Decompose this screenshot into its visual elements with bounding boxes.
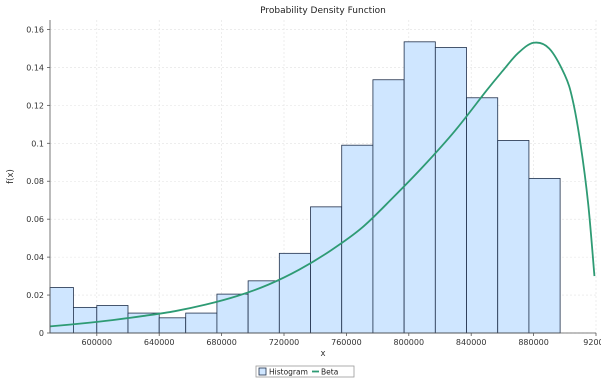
x-tick-label: 720000 [269,338,300,347]
histogram-bar [158,317,187,334]
chart-title: Probability Density Function [260,6,386,16]
histogram-bar [247,280,280,334]
histogram-bars [49,41,561,334]
axes [49,20,596,334]
x-tick-label: 880000 [518,338,549,347]
histogram-bar [497,140,530,334]
x-tick-label: 640000 [144,338,175,347]
x-tick-label: 760000 [331,338,362,347]
x-axis-label: x [320,349,325,359]
x-tick-label: 800000 [394,338,425,347]
y-tick-label: 0.04 [26,253,44,262]
y-tick-labels: 0 0.02 0.04 0.06 0.08 0.1 0.12 0.14 0.16 [26,25,50,338]
histogram-bar [185,312,218,334]
y-tick-label: 0.1 [31,139,44,148]
y-tick-label: 0.02 [26,291,44,300]
histogram-bar [466,97,499,334]
x-tick-labels: 600000 640000 680000 720000 760000 800000 8400… [82,333,601,347]
legend: Histogram Beta [255,365,355,378]
x-tick-label: 680000 [206,338,237,347]
y-tick-label: 0.12 [26,101,44,110]
y-tick-label: 0 [39,329,44,338]
legend-box [255,365,355,378]
y-axis-label: f(x) [6,169,16,184]
legend-swatch-histogram [258,367,267,376]
x-tick-label: 600000 [82,338,113,347]
histogram-bar [372,79,405,334]
y-tick-label: 0.08 [26,177,44,186]
histogram-bar [310,206,343,334]
histogram-bar [403,41,436,334]
beta-curve [49,41,596,328]
histogram-bar [73,306,98,334]
y-tick-label: 0.06 [26,215,44,224]
y-tick-label: 0.14 [26,63,44,72]
histogram-bar [528,177,561,334]
histogram-bar [434,47,467,334]
legend-label-histogram: Histogram [269,368,308,377]
y-tick-label: 0.16 [26,25,44,34]
x-tick-label: 840000 [456,338,487,347]
legend-label-beta: Beta [321,368,338,377]
